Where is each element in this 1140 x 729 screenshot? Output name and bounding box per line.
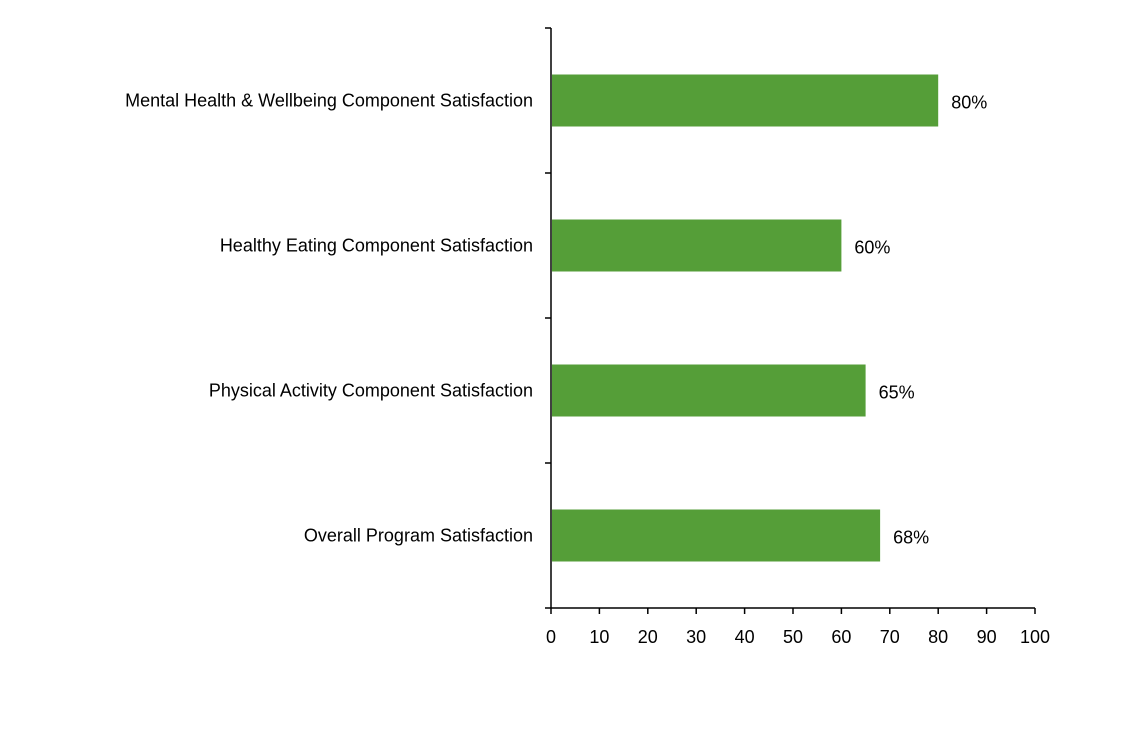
data-label: 65%: [879, 383, 915, 403]
x-tick-label: 30: [686, 627, 706, 647]
data-label: 60%: [854, 238, 890, 258]
x-tick-label: 100: [1020, 627, 1050, 647]
axes: [545, 27, 1036, 614]
category-label: Physical Activity Component Satisfaction: [209, 381, 533, 401]
x-tick-label: 0: [546, 627, 556, 647]
bar: [552, 509, 881, 562]
labels-layer: Mental Health & Wellbeing Component Sati…: [125, 91, 1050, 648]
category-label: Overall Program Satisfaction: [304, 526, 533, 546]
x-tick-label: 60: [831, 627, 851, 647]
x-tick-label: 70: [880, 627, 900, 647]
x-tick-label: 20: [638, 627, 658, 647]
bars-layer: [552, 74, 939, 562]
x-tick-label: 90: [977, 627, 997, 647]
bar: [552, 74, 939, 127]
bar: [552, 364, 866, 417]
bar: [552, 219, 842, 272]
x-tick-label: 50: [783, 627, 803, 647]
x-tick-label: 10: [589, 627, 609, 647]
category-label: Healthy Eating Component Satisfaction: [220, 236, 533, 256]
x-tick-label: 40: [735, 627, 755, 647]
category-label: Mental Health & Wellbeing Component Sati…: [125, 91, 533, 111]
data-label: 80%: [951, 93, 987, 113]
data-label: 68%: [893, 528, 929, 548]
x-tick-label: 80: [928, 627, 948, 647]
